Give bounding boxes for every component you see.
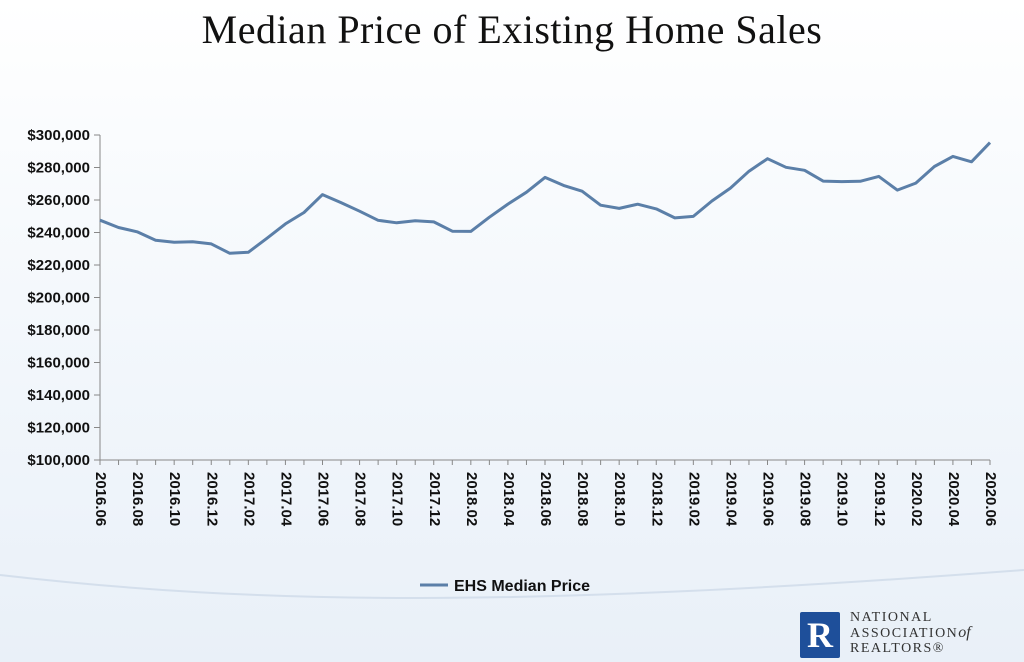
x-tick-label: 2017.04 (277, 472, 294, 527)
series-layer (99, 141, 992, 255)
y-tick-label: $180,000 (27, 322, 90, 339)
y-tick-label: $140,000 (27, 387, 90, 404)
series-line-ehs-median-price (99, 141, 992, 255)
x-tick-label: 2020.02 (908, 472, 925, 526)
y-tick-label: $260,000 (27, 192, 90, 209)
legend-label: EHS Median Price (454, 578, 590, 595)
x-tick-label: 2019.10 (834, 472, 851, 526)
y-tick-label: $220,000 (27, 257, 90, 274)
y-tick-label: $280,000 (27, 160, 90, 177)
logo-text: NATIONAL ASSOCIATIONof REALTORS® (850, 610, 971, 656)
x-tick-label: 2018.02 (463, 472, 480, 526)
x-tick-label: 2016.10 (166, 472, 183, 526)
y-tick-label: $240,000 (27, 225, 90, 242)
logo-line-2-of: of (958, 624, 971, 641)
y-tick-label: $300,000 (27, 127, 90, 144)
chart-title: Median Price of Existing Home Sales (201, 7, 823, 52)
x-tick-label: 2018.08 (574, 472, 591, 526)
x-tick-label: 2019.12 (871, 472, 888, 526)
x-tick-label: 2017.08 (352, 472, 369, 526)
y-tick-label: $120,000 (27, 420, 90, 437)
x-tick-label: 2016.08 (129, 472, 146, 526)
y-axis: $100,000 $120,000 $140,000 $160,000 $180,000… (27, 127, 101, 469)
x-tick-label: 2018.12 (648, 472, 665, 526)
logo-line-2-main: ASSOCIATION (850, 626, 959, 641)
logo-mark-letter: R (807, 615, 833, 655)
x-tick-label: 2018.10 (611, 472, 628, 526)
nar-logo: R NATIONAL ASSOCIATIONof REALTORS® (800, 608, 1020, 662)
x-tick-label: 2020.06 (982, 472, 999, 526)
x-tick-label: 2017.10 (389, 472, 406, 526)
x-tick-label: 2017.02 (240, 472, 257, 526)
logo-line-2: ASSOCIATIONof (850, 624, 971, 642)
logo-line-3: REALTORS® (850, 641, 945, 656)
x-tick-label: 2017.12 (426, 472, 443, 526)
x-tick-label: 2019.06 (760, 472, 777, 526)
legend: EHS Median Price (420, 578, 590, 595)
x-tick-label: 2018.06 (537, 472, 554, 526)
background-swoosh (0, 569, 1024, 599)
x-tick-label: 2019.02 (685, 472, 702, 526)
x-tick-label: 2018.04 (500, 472, 517, 527)
y-tick-label: $160,000 (27, 355, 90, 372)
x-axis: 2016.06 2016.08 2016.10 2016.12 2017.02 2017.… (92, 459, 999, 527)
x-tick-label: 2019.08 (797, 472, 814, 526)
y-tick-label: $200,000 (27, 290, 90, 307)
x-tick-label: 2017.06 (315, 472, 332, 526)
x-tick-label: 2016.12 (203, 472, 220, 526)
x-tick-label: 2019.04 (722, 472, 739, 527)
realtor-r-logo-icon: R (800, 612, 840, 658)
x-tick-label: 2016.06 (92, 472, 109, 526)
x-tick-label: 2020.04 (945, 472, 962, 527)
y-tick-label: $100,000 (27, 452, 90, 469)
logo-line-1: NATIONAL (850, 610, 933, 625)
